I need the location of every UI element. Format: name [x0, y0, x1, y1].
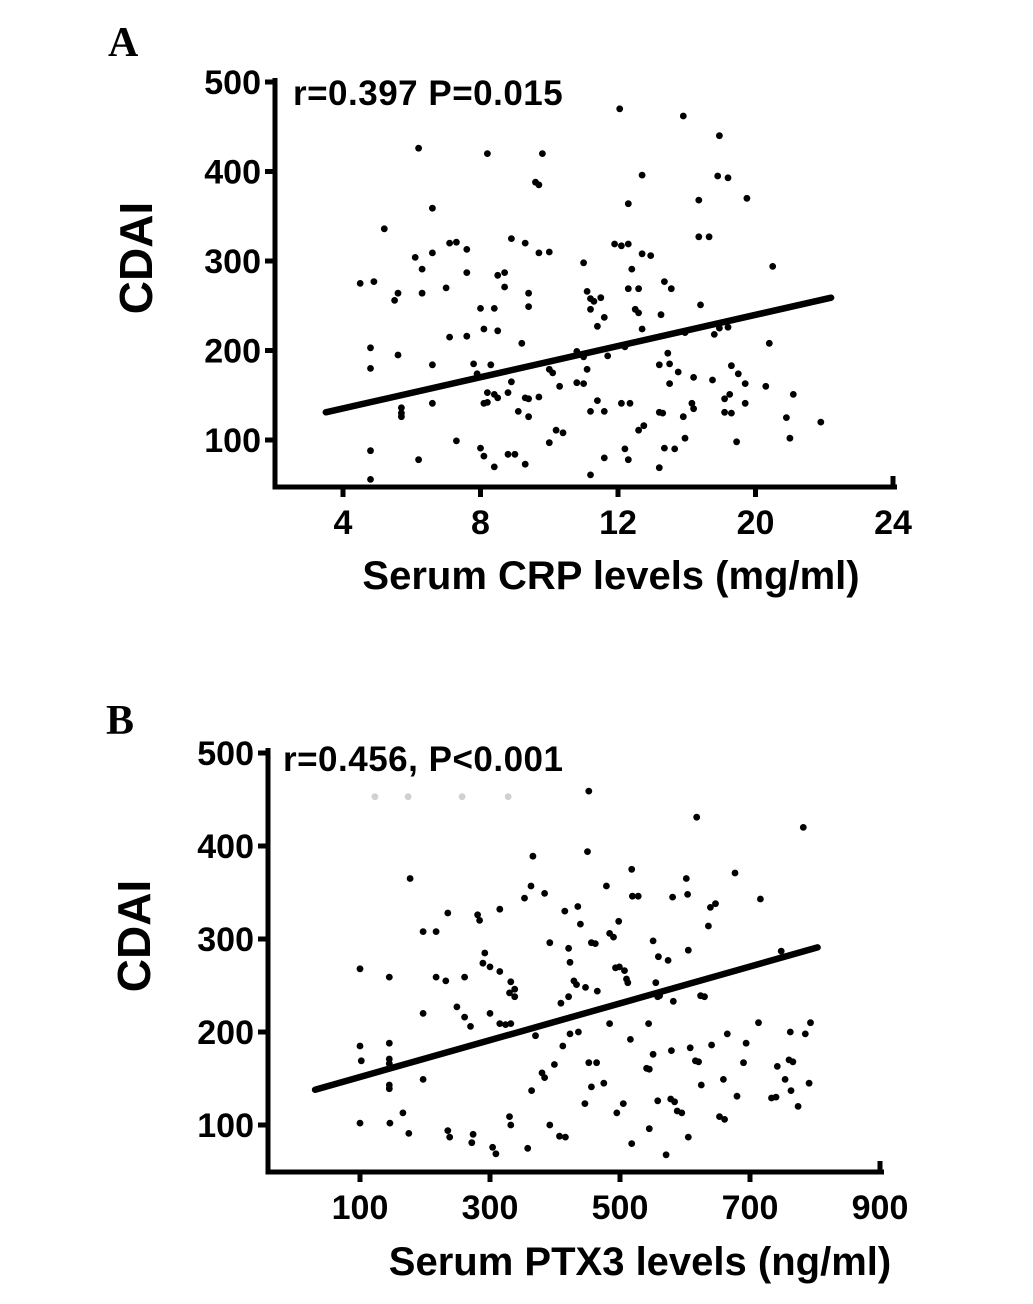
axes-lines — [272, 78, 897, 490]
regression-line — [322, 294, 835, 416]
x-ticks-group: 100 300 500 700 900 — [332, 1161, 909, 1227]
x-tick-label: 20 — [737, 504, 775, 542]
x-tick-label: 8 — [471, 504, 490, 542]
x-tick-label: 700 — [722, 1189, 779, 1227]
data-points-group — [356, 787, 814, 1159]
x-tick-label: 900 — [852, 1189, 909, 1227]
regression-line — [311, 944, 821, 1093]
x-tick-label: 100 — [332, 1189, 389, 1227]
panel-a-annotation: r=0.397 P=0.015 — [293, 74, 564, 113]
x-tick-label: 24 — [874, 504, 912, 542]
panel-a-y-axis-title: CDAI — [110, 201, 162, 315]
y-tick-label: 100 — [204, 422, 261, 460]
panel-b-letter: B — [106, 698, 135, 744]
panel-a-letter: A — [108, 20, 139, 66]
y-ticks-group: 100 200 300 400 500 — [204, 64, 275, 460]
x-tick-label: 12 — [599, 504, 637, 542]
y-tick-label: 300 — [204, 243, 261, 281]
panel-a-x-axis-title: Serum CRP levels (mg/ml) — [362, 554, 860, 598]
y-tick-label: 500 — [204, 64, 261, 102]
x-tick-label: 500 — [592, 1189, 649, 1227]
faint-points-group — [371, 793, 512, 801]
y-tick-label: 500 — [197, 735, 254, 773]
y-tick-label: 300 — [197, 921, 254, 959]
panel-b-annotation: r=0.456, P<0.001 — [283, 740, 564, 779]
panel-b-y-axis-title: CDAI — [108, 879, 160, 993]
scatter-panel-a: 4 8 12 20 24 100 200 300 400 500 — [204, 64, 912, 542]
x-ticks-group: 4 8 12 20 24 — [334, 476, 912, 542]
y-tick-label: 100 — [197, 1107, 254, 1145]
x-tick-label: 300 — [462, 1189, 519, 1227]
y-tick-label: 400 — [204, 154, 261, 192]
x-tick-label: 4 — [334, 504, 353, 542]
y-ticks-group: 100 200 300 400 500 — [197, 735, 268, 1145]
y-tick-label: 200 — [204, 333, 261, 371]
panel-b-x-axis-title: Serum PTX3 levels (ng/ml) — [388, 1240, 892, 1284]
axes-lines — [265, 748, 884, 1175]
data-points-group — [356, 105, 825, 483]
y-tick-label: 200 — [197, 1014, 254, 1052]
scatter-panel-b: 100 300 500 700 900 100 200 300 400 500 — [197, 735, 908, 1227]
y-tick-label: 400 — [197, 828, 254, 866]
